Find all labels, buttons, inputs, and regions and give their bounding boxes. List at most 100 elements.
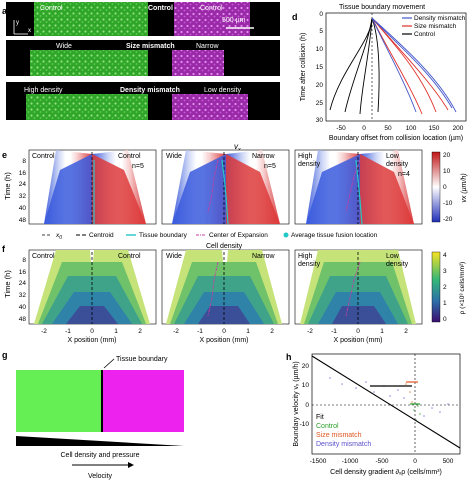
panel-d-xlabel: Boundary offset from collision location … (329, 135, 463, 142)
colorbar-f-tick: 1 (443, 300, 447, 307)
colorbar-f-label: ρ (×10³ cells/mm²) (459, 262, 466, 315)
scatter-point (389, 395, 391, 397)
panel-d-xtick: 150 (429, 125, 440, 132)
scatter-point (329, 377, 331, 379)
scatter-point (355, 387, 357, 389)
colorbar-f-tick: 2 (443, 284, 447, 291)
panel-e-ytick: 16 (19, 170, 27, 177)
colorbar-e-tick: -20 (443, 216, 453, 223)
panel-f-ytick: 40 (19, 304, 27, 311)
panel-a-left-label: Control (40, 5, 63, 12)
panel-d-xtick: 0 (362, 125, 366, 132)
panel-f-xtick: 2 (270, 328, 274, 335)
panel-d-xtick: 200 (453, 125, 464, 132)
panel-h-scatter (329, 377, 449, 421)
panel-e-heatmap-density: High density Low density n=4 (294, 149, 423, 225)
panel-h-fit-line (311, 355, 461, 449)
panel-a-axis-y: y (16, 20, 19, 26)
heatmap-right-label: Low density (386, 153, 409, 168)
tissue-boundary-line (355, 159, 363, 225)
panel-b-green-tissue (30, 50, 148, 76)
panel-f-heatmap-density: High density Low density (294, 249, 423, 325)
panel-e-heatmap-size: Wide Narrow n=5 (161, 149, 290, 225)
panel-h-x-ticks: -1500 -1000 -500 0 500 (310, 458, 454, 465)
panel-g-velocity-arrowhead (128, 462, 134, 468)
heatmap-left-label: Wide (166, 253, 182, 260)
colorbar-f-tick: 3 (443, 268, 447, 275)
panel-h-ytick: 10 (302, 382, 310, 389)
center-of-expansion-line (207, 159, 219, 213)
panel-letter-e: e (2, 150, 7, 160)
panel-a-center-label: Control (148, 5, 173, 12)
panel-letter-f: f (2, 244, 6, 254)
center-of-expansion-line (345, 261, 361, 317)
panel-d-xtick: -50 (336, 125, 346, 132)
panel-b: b Wide Size mismatch Narrow (6, 40, 280, 76)
heatmap-red-core (226, 154, 280, 224)
heatmap-left-label: High density (298, 253, 321, 268)
trajectory-control-1 (329, 17, 373, 111)
panel-letter-g: g (2, 350, 8, 360)
panel-f-heatmap-size: Wide Narrow (161, 249, 290, 325)
center-of-expansion-line (345, 159, 361, 213)
heatmap-right-label: Low density (386, 253, 409, 268)
colorbar-f (431, 251, 441, 323)
panel-f-ytick: 32 (19, 292, 27, 299)
panel-a-right-label: Control (200, 5, 223, 12)
panel-e-ytick: 40 (19, 205, 27, 212)
panel-f-x-ticks: -2 -1 0 1 2 -2 -1 0 1 2 -2 -1 0 1 2 (41, 328, 408, 335)
panel-h-ytick: -10 (300, 421, 310, 428)
panel-g-velocity-label: Velocity (88, 473, 113, 480)
legend-size: Size mismatch (414, 23, 457, 30)
panel-g-density-wedge (16, 436, 184, 446)
panel-d-trajectories (329, 17, 457, 115)
panel-e-ylabel: Time (h) (3, 172, 12, 200)
panel-h-xtick: -1500 (310, 458, 327, 465)
panel-f-top-label: Cell density (206, 243, 243, 250)
panel-e-legend: x0 Centroid Tissue boundary Center of Ex… (42, 232, 378, 241)
legend-fusion-swatch (283, 232, 289, 238)
panel-f-colorbar: 4 3 2 1 0 ρ (×10³ cells/mm²) (431, 251, 466, 323)
panel-d-ytick: 30 (316, 117, 324, 124)
scatter-point (341, 383, 343, 385)
trajectory-density-3 (371, 17, 417, 113)
panel-f-ytick: 8 (22, 257, 26, 264)
panel-f-xlabel: X position (mm) (199, 337, 248, 344)
scatter-point (409, 391, 411, 393)
panel-e-y-ticks: 8 16 24 32 40 48 (19, 158, 27, 224)
panel-h-axes (311, 353, 461, 455)
panel-h: h (286, 352, 461, 476)
legend-fusion: Average tissue fusion location (291, 232, 378, 239)
trajectory-size-2 (371, 17, 449, 111)
panel-e-ytick: 48 (19, 217, 27, 224)
heatmap-right-label: Narrow (252, 253, 276, 260)
panel-f-xtick: 0 (356, 328, 360, 335)
panel-e-colorbar: 20 10 0 -10 -20 vx (µm/h) (431, 151, 468, 223)
scatter-point (431, 407, 433, 409)
legend-x0: x0 (55, 232, 62, 241)
panel-b-left-label: Wide (56, 43, 72, 50)
panel-g-density-label: Cell density and pressure (61, 452, 140, 459)
panel-h-legend: Fit Control Size mismatch Density mismat… (316, 414, 371, 448)
panel-f-xtick: 1 (114, 328, 118, 335)
panel-d-x-ticks: -50 0 50 100 150 200 (336, 125, 464, 132)
legend-control: Control (316, 423, 339, 430)
panel-a: a Control Control Control 500 µm y x (2, 2, 280, 36)
legend-fit: Fit (316, 414, 324, 421)
heatmap-red-core (360, 154, 414, 224)
panel-f-xlabel: X position (mm) (333, 337, 382, 344)
heatmap-right-label: Control (118, 153, 141, 160)
panel-f-ytick: 48 (19, 316, 27, 323)
panel-d-xtick: 50 (384, 125, 392, 132)
heatmap-blue-core (172, 154, 226, 224)
heatmap-n-label: n=5 (264, 163, 276, 170)
panel-f-xtick: -2 (41, 328, 47, 335)
scatter-point (419, 413, 421, 415)
legend-density-mismatch: Density mismatch (316, 441, 371, 448)
panel-c-left-label: High density (24, 87, 63, 94)
panel-h-xtick: 500 (443, 458, 454, 465)
panel-f-xtick: 2 (404, 328, 408, 335)
panel-letter-a: a (2, 6, 8, 16)
panel-c-center-label: Density mismatch (120, 87, 180, 94)
